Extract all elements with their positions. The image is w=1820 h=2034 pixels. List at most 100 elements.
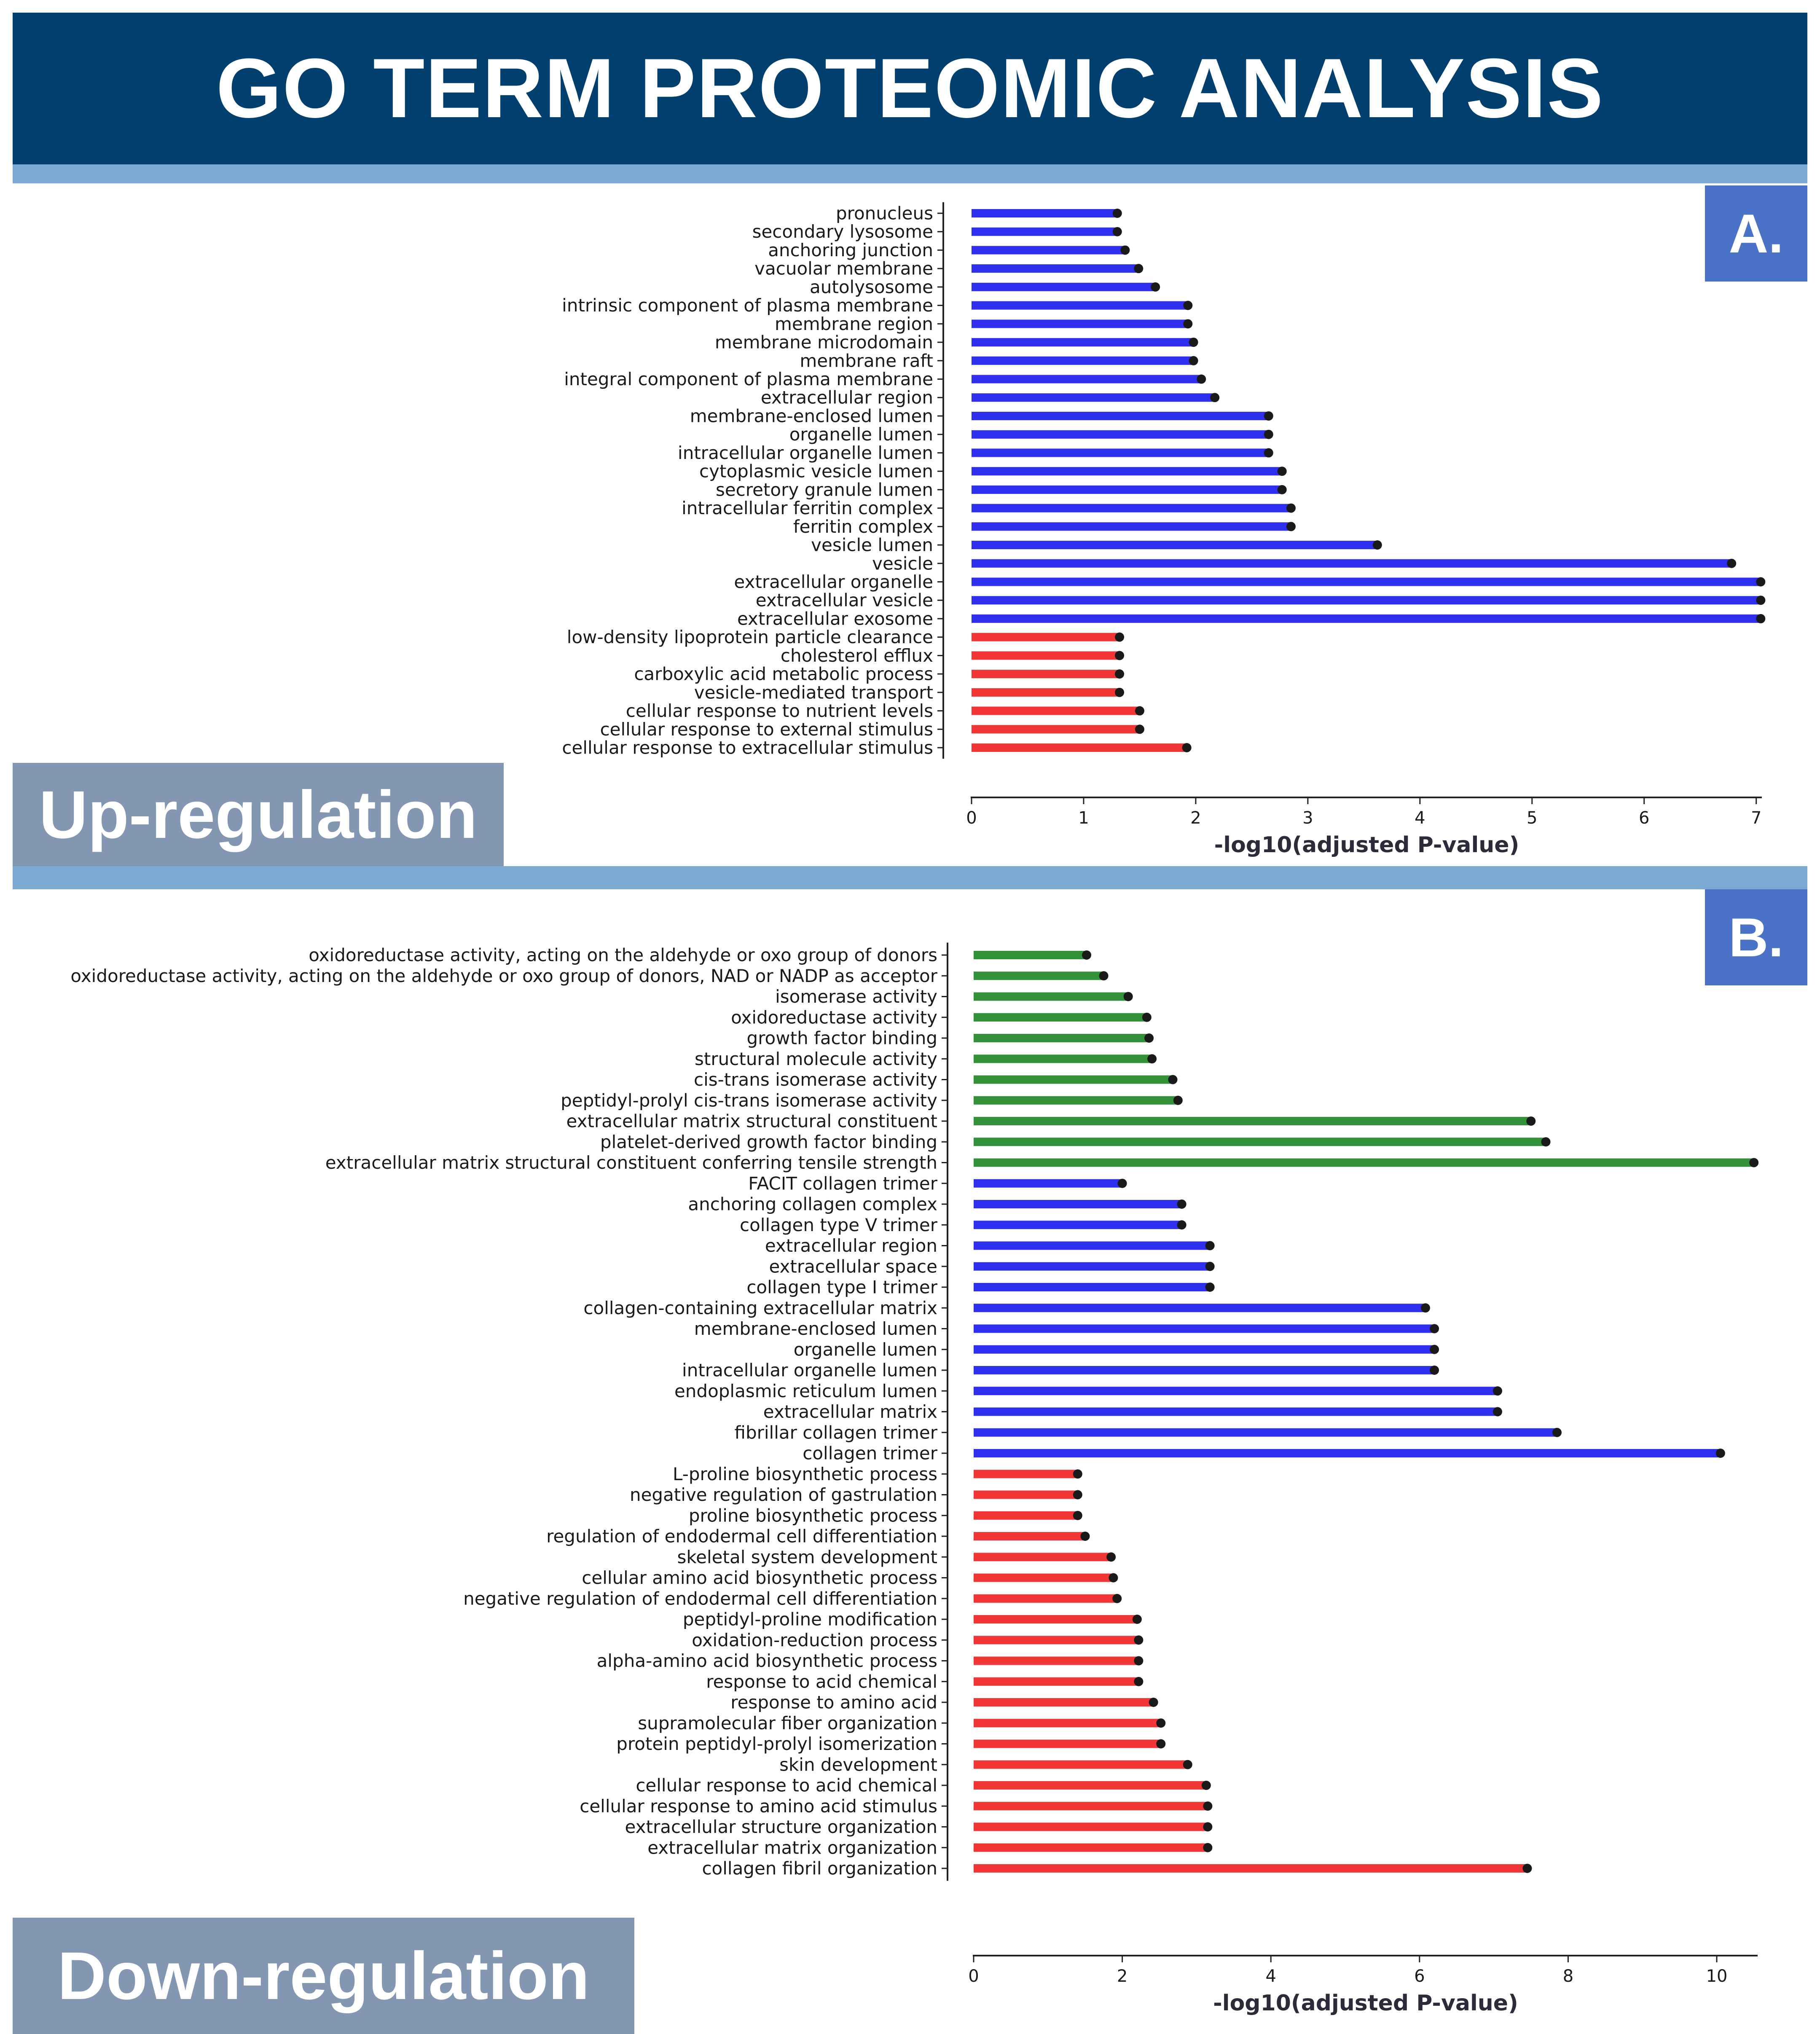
chart-a-category-label: cellular response to external stimulus [600,719,933,740]
chart-a-category-label: carboxylic acid metabolic process [634,664,933,684]
chart-b-marker [1149,1698,1158,1707]
chart-b-marker [1156,1718,1166,1728]
chart-b-marker [1123,992,1133,1001]
chart-a-category-label: membrane-enclosed lumen [690,405,933,426]
chart-b-marker [1132,1615,1142,1624]
chart-b-marker [1430,1324,1439,1334]
chart-b-marker [1205,1241,1215,1250]
chart-a-category-label: membrane region [775,314,933,334]
chart-a-category-label: secondary lysosome [752,221,933,242]
chart-a-x-tick-label: 2 [1190,808,1201,828]
chart-b-marker [1168,1075,1178,1084]
chart-b-category-label: negative regulation of gastrulation [630,1484,937,1505]
chart-b-category-label: oxidoreductase activity [731,1007,937,1028]
chart-a-category-label: intracellular ferritin complex [682,498,933,518]
chart-a-marker [1197,374,1206,384]
chart-b-category-label: L-proline biosynthetic process [673,1464,937,1484]
chart-a-category-label: cytoplasmic vesicle lumen [699,461,933,482]
chart-a-x-tick-label: 5 [1527,808,1537,828]
chart-b-category-label: intracellular organelle lumen [682,1360,937,1381]
chart-b-category-label: extracellular structure organization [625,1817,937,1837]
chart-a-category-label: vesicle [872,553,933,574]
panel-a-badge: A. [1705,185,1807,282]
chart-b-marker [1205,1283,1215,1292]
chart-a-category-label: vesicle-mediated transport [694,682,933,703]
chart-a-category-label: membrane raft [800,350,933,371]
chart-a-x-axis-label: -log10(adjusted P-value) [1214,832,1519,858]
chart-a-category-label: extracellular exosome [737,608,933,629]
chart-b-marker [1183,1760,1192,1769]
chart-b-category-label: collagen trimer [803,1443,937,1464]
chart-b-marker [1147,1054,1157,1064]
chart-b-category-label: alpha-amino acid biosynthetic process [597,1650,937,1671]
chart-b-marker [1073,1511,1082,1520]
chart-b-marker [1205,1261,1215,1271]
chart-b-category-label: collagen type I trimer [746,1277,937,1298]
chart-b-category-label: extracellular region [765,1235,937,1256]
chart-b-marker [1493,1386,1502,1396]
chart-a-category-label: organelle lumen [789,424,933,445]
chart-a-category-label: low-density lipoprotein particle clearan… [567,627,933,647]
chart-b-marker [1749,1158,1759,1167]
chart-a-x-tick-label: 0 [966,808,977,828]
chart-a-category-label: extracellular organelle [734,572,933,592]
chart-b-category-label: collagen type V trimer [740,1215,938,1235]
chart-a-marker [1115,651,1125,660]
chart-b-marker [1134,1656,1144,1666]
page-title: GO TERM PROTEOMIC ANALYSIS [216,41,1604,135]
chart-b-category-label: response to amino acid [730,1692,937,1713]
chart-a-marker [1756,614,1766,623]
chart-b-marker [1080,1532,1090,1541]
chart-b-category-label: extracellular space [769,1256,937,1277]
chart-b-marker [1142,1012,1152,1022]
chart-a-x-tick-label: 6 [1639,808,1649,828]
chart-a-marker [1756,596,1766,605]
chart-b-category-label: response to acid chemical [706,1671,937,1692]
chart-a-marker [1115,669,1125,679]
chart-a-category-label: intracellular organelle lumen [678,443,933,463]
chart-b-x-tick-label: 0 [968,1967,979,1986]
chart-b-marker [1173,1095,1183,1105]
chart-a-category-label: pronucleus [836,203,933,224]
chart-b-marker [1493,1407,1502,1417]
chart-b-marker [1526,1116,1536,1126]
chart-b-category-label: skeletal system development [677,1547,937,1567]
chart-a-marker [1134,264,1144,274]
chart-a-marker [1183,319,1193,329]
chart-b-marker [1073,1469,1082,1479]
chart-b-category-label: extracellular matrix structural constitu… [566,1111,937,1132]
chart-b-category-label: protein peptidyl-prolyl isomerization [616,1733,937,1754]
chart-b-category-label: peptidyl-prolyl cis-trans isomerase acti… [561,1090,937,1111]
chart-a-category-label: vesicle lumen [811,535,933,555]
chart-b-category-label: peptidyl-proline modification [683,1609,937,1630]
chart-b-marker [1117,1178,1127,1188]
chart-a-marker [1277,467,1287,476]
chart-b-category-label: extracellular matrix [763,1401,937,1422]
chart-a-marker [1183,301,1193,310]
chart-b-category-label: growth factor binding [747,1028,937,1049]
chart-a-marker [1115,632,1125,642]
chart-b-category-label: regulation of endodermal cell differenti… [546,1526,937,1547]
chart-b-marker [1177,1199,1186,1209]
chart-b-x-tick-label: 10 [1706,1967,1728,1986]
chart-b-category-label: collagen-containing extracellular matrix [583,1298,937,1318]
chart-a-category-label: secretory granule lumen [716,479,933,500]
chart-b-category-label: isomerase activity [775,986,937,1007]
chart-b-marker [1177,1220,1186,1230]
chart-a-category-label: extracellular vesicle [756,590,933,611]
chart-a-x-tick-label: 4 [1415,808,1425,828]
chart-b-category-label: supramolecular fiber organization [638,1713,937,1733]
chart-b-x-tick-label: 2 [1117,1967,1127,1986]
chart-b-x-tick-label: 4 [1265,1967,1276,1986]
chart-b-category-label: organelle lumen [794,1339,937,1360]
chart-b-marker [1203,1843,1213,1852]
chart-b-category-label: extracellular matrix structural constitu… [325,1152,937,1173]
chart-b-marker [1099,971,1109,981]
chart-a-marker [1210,393,1220,403]
chart-b-category-label: endoplasmic reticulum lumen [674,1381,937,1401]
chart-a-category-label: autolysosome [810,276,933,297]
chart-a-marker [1264,448,1273,458]
chart-a-marker [1286,522,1296,531]
chart-a-marker [1151,282,1160,292]
